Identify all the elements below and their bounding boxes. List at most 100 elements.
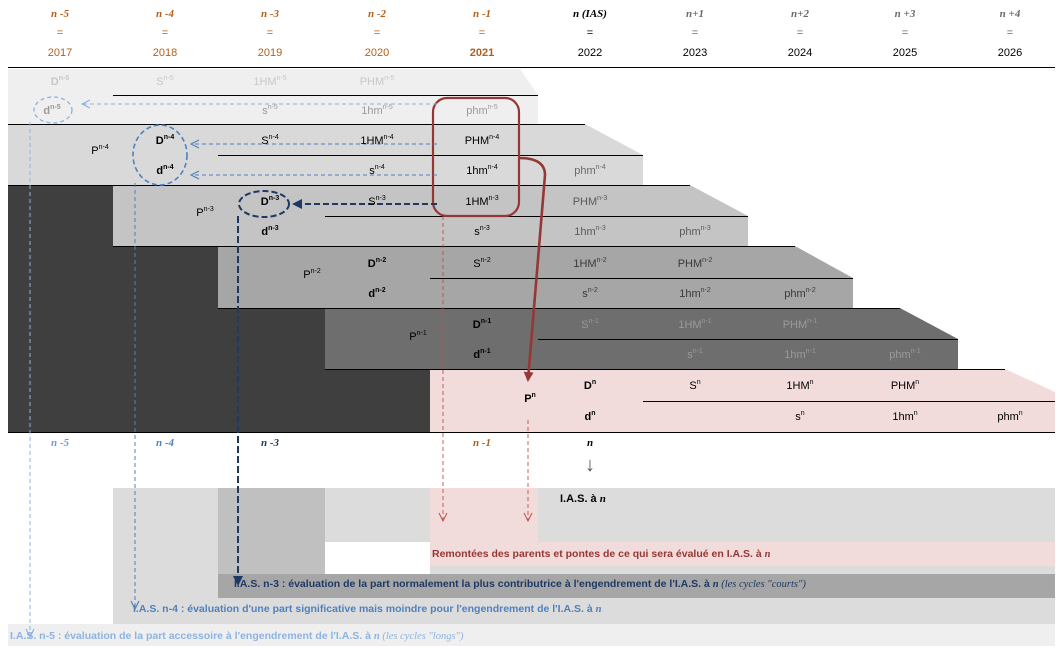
dark-col-n5	[8, 186, 113, 432]
label-1HM-n5: 1HMn-5	[253, 75, 287, 88]
label-phm-n5: phmn-5	[466, 104, 498, 117]
header-year-8: 2025	[892, 47, 918, 59]
label-D-n1: Dn-1	[472, 318, 492, 331]
label-PHM-n0: PHMn	[890, 379, 920, 392]
header-eq-7: =	[796, 27, 804, 39]
label-P-n4: Pn-4	[91, 144, 109, 157]
gen-n1-block	[325, 308, 958, 369]
header-eq-8: =	[901, 27, 909, 39]
label-S-n0: Sn	[689, 379, 701, 392]
header-n-3: n -2	[367, 8, 387, 20]
footer-label-n1: n -1	[472, 437, 492, 449]
gen-n0-block	[430, 369, 1055, 432]
header-eq-6: =	[691, 27, 699, 39]
header-n-4: n -1	[472, 8, 492, 20]
footer-label-n3: n -3	[260, 437, 280, 449]
label-phm-n1: phmn-1	[889, 348, 921, 361]
header-eq-0: =	[56, 27, 64, 39]
label-d-n2: dn-2	[368, 287, 386, 300]
label-d-n1: dn-1	[473, 348, 491, 361]
dark-col-n2	[325, 370, 430, 432]
red-curve-arrow	[518, 156, 547, 382]
header-year-0: 2017	[47, 47, 73, 59]
label-1hm-n3: 1hmn-3	[574, 225, 606, 238]
dark-col-n4	[113, 247, 218, 432]
band-parents-text: Remontées des parents et pontes de ce qu…	[432, 548, 771, 560]
label-phm-n0: phmn	[997, 410, 1023, 423]
header-n-8: n +3	[894, 8, 916, 20]
dark-col-n3	[218, 309, 325, 432]
gen-n5-block	[8, 69, 538, 124]
header-year-7: 2024	[787, 47, 813, 59]
label-s-n0: sn	[795, 410, 805, 423]
label-S-n4: Sn-4	[261, 134, 279, 147]
label-P-n0: Pn	[524, 392, 536, 405]
band-n5-bg	[8, 624, 1055, 646]
header-n-9: n +4	[999, 8, 1021, 20]
footer-label-n4: n -4	[155, 437, 175, 449]
header-year-1: 2018	[152, 47, 178, 59]
label-PHM-n1: PHMn-1	[782, 318, 818, 331]
label-d-n0: dn	[584, 410, 596, 423]
label-s-n5: sn-5	[262, 104, 278, 117]
header-eq-1: =	[161, 27, 169, 39]
label-d-n4: dn-4	[156, 164, 174, 177]
label-1hm-n4: 1hmn-4	[466, 164, 498, 177]
footer-label-n5: n -5	[50, 437, 70, 449]
band-n4-text: I.A.S. n-4 : évaluation d'une part signi…	[133, 603, 602, 615]
header-n-2: n -3	[260, 8, 280, 20]
label-D-n4: Dn-4	[155, 134, 175, 147]
header-n-6: n+1	[686, 8, 704, 20]
gen-n4-block	[8, 124, 643, 185]
label-1HM-n1: 1HMn-1	[678, 318, 712, 331]
ias-down-arrow-icon: ↓	[585, 454, 595, 476]
label-D-n0: Dn	[583, 379, 597, 392]
label-1HM-n0: 1HMn	[786, 379, 814, 392]
header-eq-5: =	[586, 27, 594, 39]
ias-at-n-label: I.A.S. à n	[560, 493, 606, 505]
band-parents-bg	[430, 488, 538, 542]
ellipse-D-n3	[238, 190, 290, 218]
label-d-n3: dn-3	[261, 225, 279, 238]
header-year-2: 2019	[257, 47, 283, 59]
label-phm-n3: phmn-3	[679, 225, 711, 238]
label-S-n5: Sn-5	[156, 75, 174, 88]
label-S-n3: Sn-3	[368, 195, 386, 208]
ellipse-Dd-n4	[132, 124, 188, 186]
footer-label-n0: n	[586, 437, 594, 449]
label-1HM-n2: 1HMn-2	[573, 257, 607, 270]
band-n5-text: I.A.S. n-5 : évaluation de la part acces…	[10, 630, 464, 642]
label-s-n3: sn-3	[474, 225, 490, 238]
header-year-4: 2021	[469, 47, 495, 59]
label-D-n2: Dn-2	[367, 257, 387, 270]
header-eq-4: =	[478, 27, 486, 39]
label-PHM-n5: PHMn-5	[359, 75, 395, 88]
label-s-n4: sn-4	[369, 164, 385, 177]
header-n-0: n -5	[50, 8, 70, 20]
header-n-1: n -4	[155, 8, 175, 20]
header-year-9: 2026	[997, 47, 1023, 59]
header-year-3: 2020	[364, 47, 390, 59]
label-S-n1: Sn-1	[581, 318, 599, 331]
label-1hm-n1: 1hmn-1	[784, 348, 816, 361]
label-PHM-n2: PHMn-2	[677, 257, 713, 270]
label-S-n2: Sn-2	[473, 257, 491, 270]
header-eq-2: =	[266, 27, 274, 39]
header-year-5: 2022	[577, 47, 603, 59]
label-1HM-n3: 1HMn-3	[465, 195, 499, 208]
label-d-n5: dn-5	[43, 104, 61, 117]
header-n-7: n+2	[791, 8, 809, 20]
label-s-n1: sn-1	[687, 348, 703, 361]
header-n-5: n (IAS)	[573, 8, 607, 20]
gen-n3-block	[113, 185, 748, 246]
label-1hm-n5: 1hmn-5	[361, 104, 393, 117]
label-1hm-n2: 1hmn-2	[679, 287, 711, 300]
label-P-n2: Pn-2	[303, 268, 321, 281]
label-P-n1: Pn-1	[409, 330, 427, 343]
label-P-n3: Pn-3	[196, 206, 214, 219]
label-D-n3: Dn-3	[260, 195, 280, 208]
label-PHM-n3: PHMn-3	[572, 195, 608, 208]
header-year-6: 2023	[682, 47, 708, 59]
band-n3-bg	[218, 488, 325, 574]
